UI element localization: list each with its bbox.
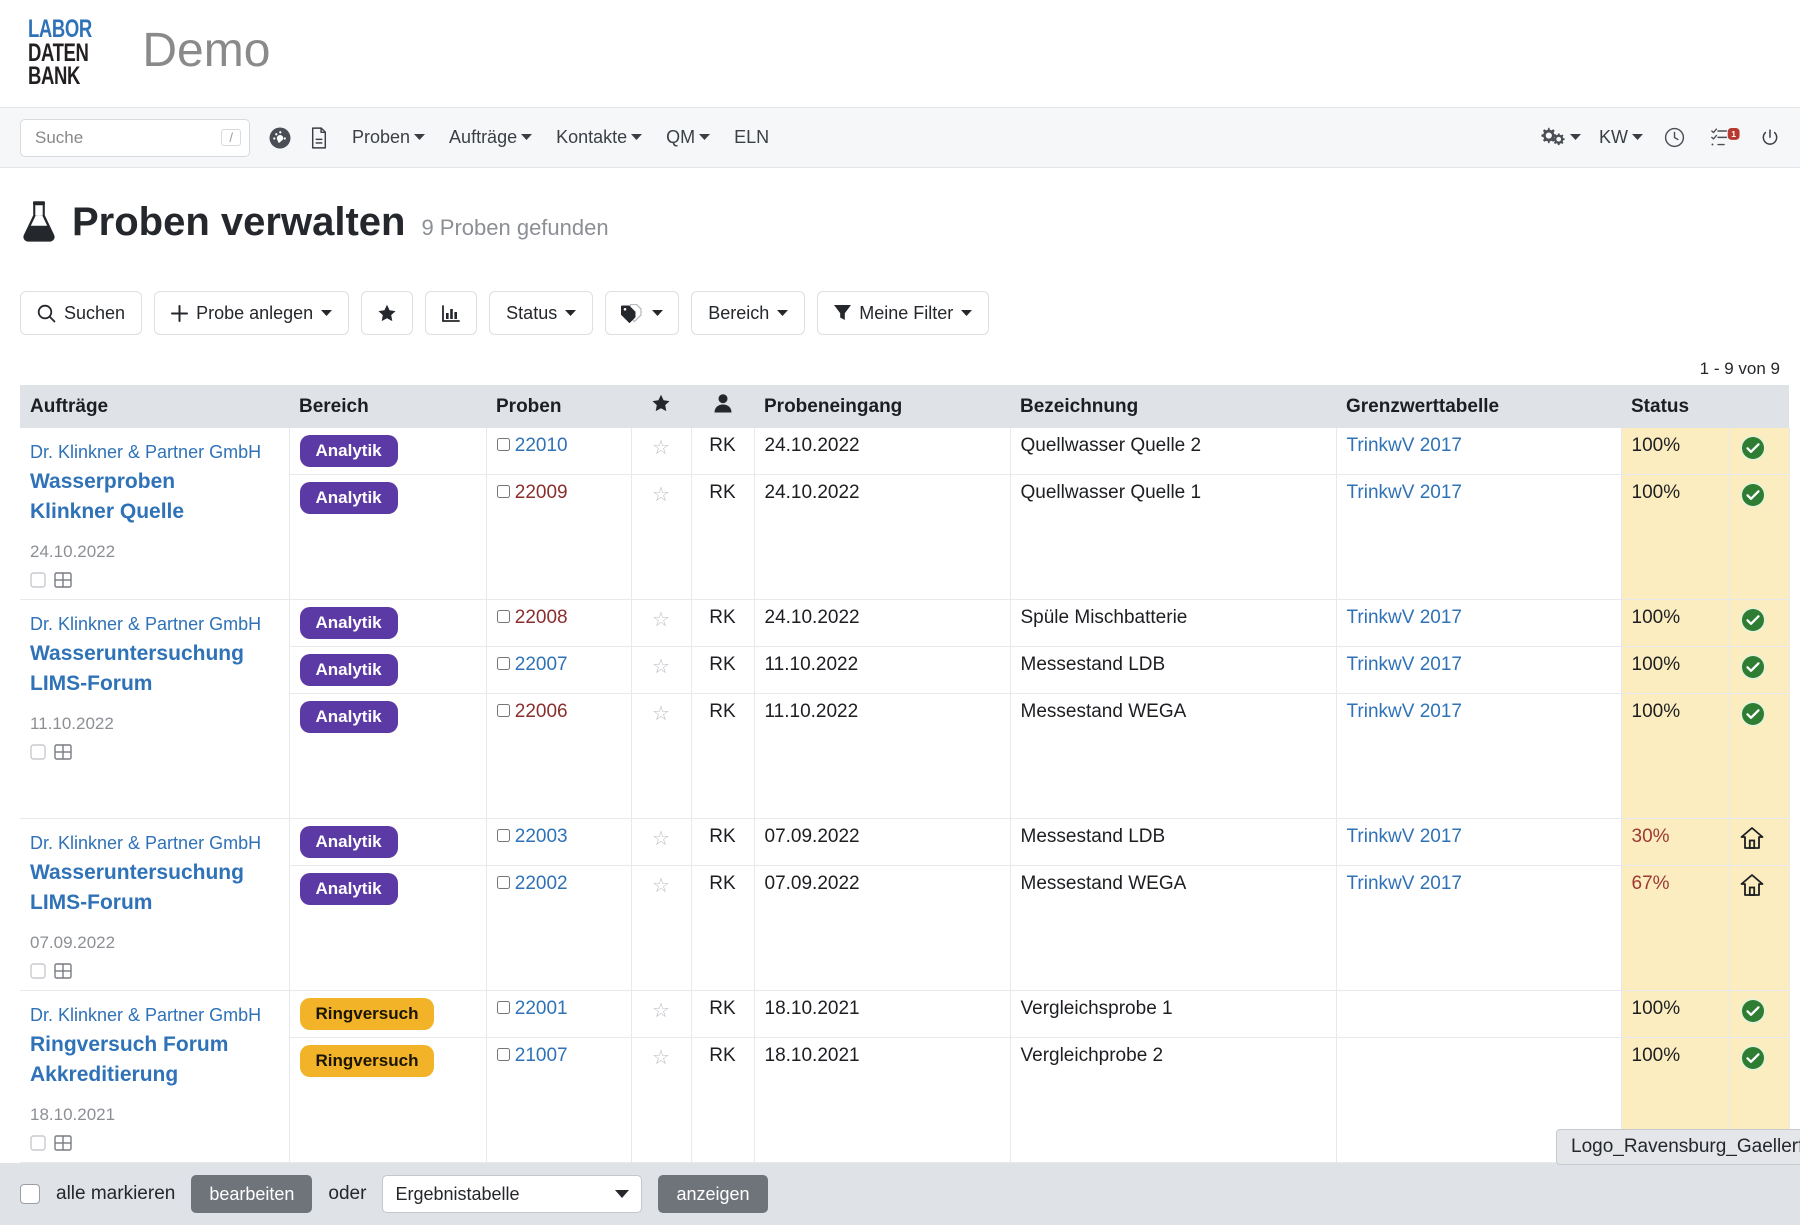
svg-text:1: 1 — [1731, 128, 1736, 138]
